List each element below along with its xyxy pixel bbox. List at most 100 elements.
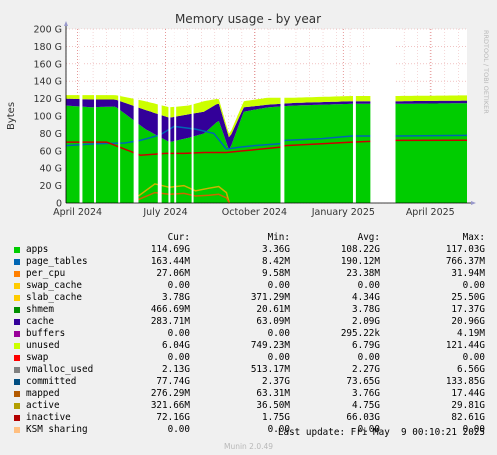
legend-series-name: swap_cache [26,280,82,291]
inactive-line [66,139,468,156]
legend-avg-value: 4.34G [352,292,380,303]
legend-min-value: 0.00 [267,280,290,291]
legend-series-name: committed [26,376,77,387]
legend-min-value: 2.37G [262,376,290,387]
legend-avg-value: 108.22G [340,244,380,255]
legend-row-inactive: inactive 72.16G 1.75G 66.03G 82.61G [0,412,497,424]
legend-swatch [14,415,20,421]
legend-series-name: vmalloc_used [26,364,94,375]
legend-swatch [14,259,20,265]
x-tick-label: April 2024 [53,207,102,218]
apps-area [66,103,467,203]
y-tick-label: 160 G [33,59,62,70]
legend-avg-value: 0.00 [357,352,380,363]
legend-cur-value: 0.00 [167,280,190,291]
legend-swatch [14,379,20,385]
chart-title: Memory usage - by year [175,12,321,26]
legend-header-cur: Cur: [167,232,190,243]
legend-min-value: 36.50M [256,400,290,411]
y-tick-label: 20 G [40,181,62,192]
legend-series-name: active [26,400,60,411]
legend-cur-value: 114.69G [150,244,190,255]
legend-swatch [14,403,20,409]
unused-area [66,95,467,138]
legend-header-min: Min: [267,232,290,243]
legend-row-mapped: mapped 276.29M 63.31M 3.76G 17.44G [0,388,497,400]
legend-row-committed: committed 77.74G 2.37G 73.65G 133.85G [0,376,497,388]
rrdtool-watermark: RRDTOOL / TOBI OETIKER [482,30,490,114]
y-tick-label: 140 G [33,77,62,88]
memory-chart: Memory usage - by year Bytes RRDTOOL / T… [6,12,490,218]
legend-min-value: 8.42M [262,256,290,267]
y-tick-label: 180 G [33,42,62,53]
legend-min-value: 371.29M [250,292,290,303]
legend-swatch [14,271,20,277]
legend-row-ksm-sharing: KSM sharing 0.00 0.00 0.00 0.00 [0,424,497,436]
legend-cur-value: 2.13G [162,364,190,375]
y-tick-label: 80 G [40,129,62,140]
x-tick-label: October 2024 [222,207,287,218]
legend-rows: apps 114.69G 3.36G 108.22G 117.03G page_table… [0,244,497,436]
x-tick-label: April 2025 [406,207,455,218]
data-gap [191,29,194,203]
legend-row-buffers: buffers 0.00 0.00 295.22k 4.19M [0,328,497,340]
legend-header-max: Max: [462,232,485,243]
y-tick-label: 120 G [33,94,62,105]
legend-min-value: 0.00 [267,424,290,435]
legend-series-name: swap [26,352,49,363]
legend-row-apps: apps 114.69G 3.36G 108.22G 117.03G [0,244,497,256]
x-tick-label: July 2024 [142,207,187,218]
munin-version: Munin 2.0.49 [223,442,274,451]
legend-avg-value: 23.38M [346,268,380,279]
legend-avg-value: 2.09G [352,316,380,327]
legend-avg-value: 0.00 [357,424,380,435]
legend-max-value: 17.44G [451,388,485,399]
data-gap [352,29,356,203]
legend-series-name: slab_cache [26,292,82,303]
y-tick-label: 200 G [33,25,62,36]
legend-row-shmem: shmem 466.69M 20.61M 3.78G 17.37G [0,304,497,316]
data-gap [174,29,177,203]
legend-max-value: 121.44G [445,340,485,351]
legend-series-name: inactive [26,412,71,423]
legend: Cur: Min: Avg: Max: apps 114.69G 3.36G 108.… [0,232,497,436]
legend-swatch [14,319,20,325]
legend-swatch [14,427,20,433]
legend-row-unused: unused 6.04G 749.23M 6.79G 121.44G [0,340,497,352]
y-tick-label: 60 G [40,146,62,157]
gap-layer [79,29,396,203]
legend-max-value: 82.61G [451,412,485,423]
legend-max-value: 0.00 [462,352,485,363]
cache-area [66,98,467,150]
legend-avg-value: 190.12M [340,256,380,267]
axis-layer: 0 20 G 40 G 60 G 80 G 100 G 120 G 140 G 160 G 180… [33,21,476,218]
legend-max-value: 0.00 [462,424,485,435]
y-tick-label: 100 G [33,112,62,123]
legend-row-swap-cache: swap_cache 0.00 0.00 0.00 0.00 [0,280,497,292]
legend-cur-value: 27.06M [156,268,190,279]
x-axis-arrow [471,201,476,205]
legend-cur-value: 6.04G [162,340,190,351]
legend-cur-value: 0.00 [167,424,190,435]
data-gap [370,29,396,203]
legend-series-name: shmem [26,304,54,315]
legend-max-value: 0.00 [462,280,485,291]
legend-row-swap: swap 0.00 0.00 0.00 0.00 [0,352,497,364]
legend-avg-value: 6.79G [352,340,380,351]
last-update: Last update: Fri May 9 00:10:21 2025 [277,427,485,438]
legend-row-slab-cache: slab_cache 3.78G 371.29M 4.34G 25.50G [0,292,497,304]
legend-swatch [14,307,20,313]
legend-swatch [14,391,20,397]
legend-row-vmalloc-used: vmalloc_used 2.13G 513.17M 2.27G 6.56G [0,364,497,376]
legend-min-value: 0.00 [267,328,290,339]
legend-min-value: 20.61M [256,304,290,315]
legend-avg-value: 0.00 [357,280,380,291]
legend-min-value: 749.23M [250,340,290,351]
legend-series-name: KSM sharing [26,424,88,435]
legend-min-value: 63.31M [256,388,290,399]
legend-min-value: 0.00 [267,352,290,363]
legend-avg-value: 295.22k [340,328,380,339]
legend-header: Cur: Min: Avg: Max: [0,232,497,244]
legend-swatch [14,367,20,373]
legend-series-name: apps [26,244,49,255]
